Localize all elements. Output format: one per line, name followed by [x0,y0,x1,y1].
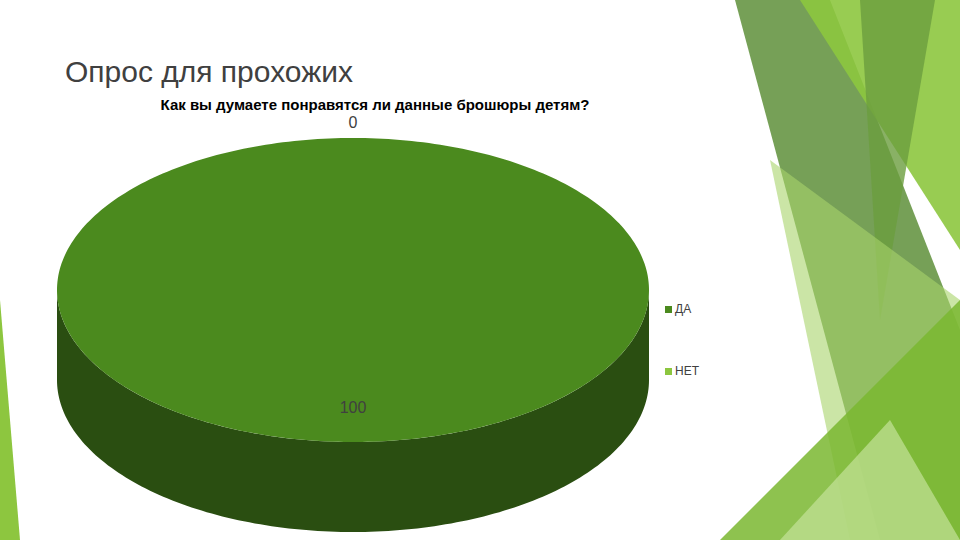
decoration-shape [720,300,960,540]
slide: Опрос для прохожих Как вы думаете понравя… [0,0,960,540]
pie-marks [57,138,649,532]
chart-title: Как вы думаете понравятся ли данные брош… [161,96,590,113]
legend-label: НЕТ [675,364,700,378]
pie-slice [353,138,354,290]
legend-swatch [665,306,672,313]
data-label: 100 [340,399,367,416]
slide-heading: Опрос для прохожих [65,55,353,88]
pie-slice [57,138,649,442]
legend-swatch [665,368,672,375]
legend-label: ДА [675,302,691,316]
data-label: 0 [349,114,358,131]
decoration [0,0,960,540]
decoration-shape [780,420,960,540]
decoration-shape [0,300,20,540]
legend: ДА НЕТ [665,302,700,378]
